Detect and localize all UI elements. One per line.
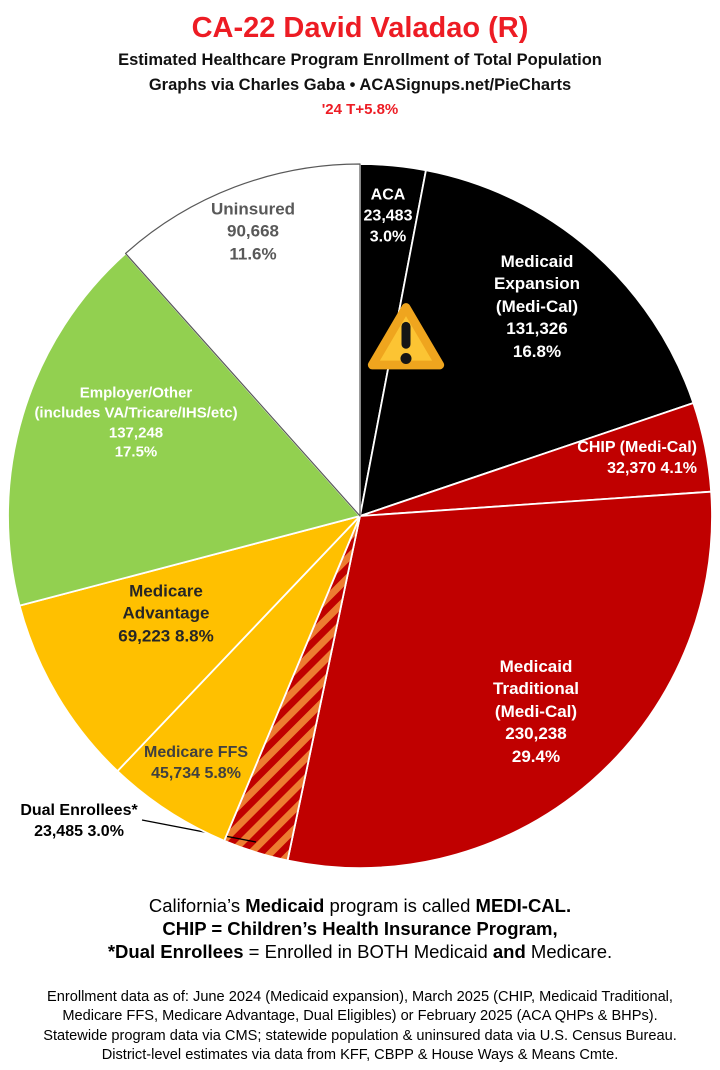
header: CA-22 David Valadao (R) Estimated Health… xyxy=(0,10,720,121)
pie-slices xyxy=(7,163,713,869)
text-segment: MEDI-CAL. xyxy=(475,895,572,916)
trend-label: '24 T+5.8% xyxy=(321,100,399,118)
pie-slice-7 xyxy=(7,252,361,607)
text-segment: *Dual Enrollees xyxy=(107,940,244,962)
text-segment: and xyxy=(492,940,526,962)
text-segment: Medicaid xyxy=(245,895,325,916)
warning-icon xyxy=(366,300,446,376)
source-line: Statewide program data via CMS; statewid… xyxy=(43,1027,677,1044)
footnote-line-medicaid: California’s Medicaid program is called … xyxy=(0,895,720,918)
page-title: CA-22 David Valadao (R) xyxy=(191,12,529,44)
text-segment: California’s xyxy=(148,895,246,916)
pie-slice-8 xyxy=(124,163,361,517)
subtitle: Estimated Healthcare Program Enrollment … xyxy=(118,50,602,69)
warning-exclamation-bar xyxy=(401,321,411,349)
pie-slice-6 xyxy=(18,515,361,772)
text-segment: = Enrolled in BOTH Medicaid xyxy=(243,940,493,962)
credit-line: Graphs via Charles Gaba • ACASignups.net… xyxy=(148,76,572,95)
leader-line xyxy=(141,819,257,843)
text-segment: program is called xyxy=(324,895,476,916)
footnote-line-chip: CHIP = Children’s Health Insurance Progr… xyxy=(0,918,720,941)
pie-slice-3 xyxy=(286,490,713,869)
warning-exclamation-dot xyxy=(400,353,412,364)
text-segment: Medicare. xyxy=(525,940,613,962)
source-line: Medicare FFS, Medicare Advantage, Dual E… xyxy=(62,1008,658,1025)
source-line: Enrollment data as of: June 2024 (Medica… xyxy=(47,989,673,1005)
pie-slice-5 xyxy=(116,515,361,842)
footnotes: California’s Medicaid program is called … xyxy=(0,895,720,964)
pie-slice-1 xyxy=(359,169,695,517)
source-line: District-level estimates via data from K… xyxy=(101,1046,619,1063)
source-notes: Enrollment data as of: June 2024 (Medica… xyxy=(0,988,720,1065)
text-segment: CHIP = Children’s Health Insurance Progr… xyxy=(162,917,558,939)
footnote-line-dual: *Dual Enrollees = Enrolled in BOTH Medic… xyxy=(0,941,720,964)
